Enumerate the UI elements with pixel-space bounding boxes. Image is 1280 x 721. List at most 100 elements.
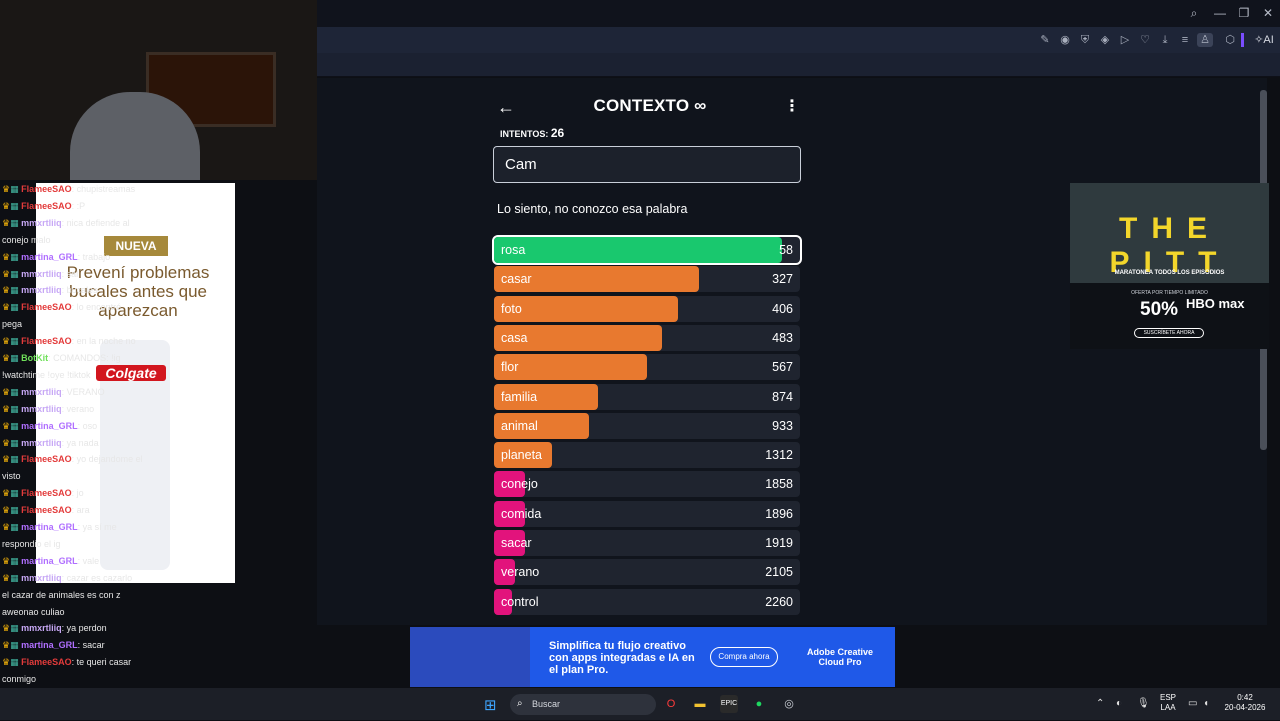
- chat-overlay: ♛▦ FlameeSAO: chupistreamas ♛▦ FlameeSAO:…: [0, 181, 240, 721]
- heart-icon[interactable]: ♡: [1140, 34, 1150, 46]
- sparkle-icon: ✧: [1254, 34, 1264, 46]
- proximity-bar: [494, 559, 516, 586]
- chat-message: el cazar de animales es con z: [2, 587, 232, 603]
- chat-text: el cazar de animales es con z: [2, 589, 121, 600]
- clock[interactable]: 0:42 20-04-2026: [1220, 693, 1270, 713]
- ad-subscribe-button[interactable]: SUSCRÍBETE AHORA: [1134, 328, 1204, 338]
- vpn-icon[interactable]: ◈: [1100, 34, 1110, 46]
- chat-message: conmigo: [2, 671, 232, 687]
- guess-row: flor 567: [494, 354, 800, 381]
- guess-rank: 58: [779, 243, 793, 257]
- guess-row: foto 406: [494, 295, 800, 322]
- ad-buy-button[interactable]: Compra ahora: [710, 647, 778, 667]
- chat-text: te queri casar: [76, 657, 132, 668]
- chat-message: ♛▦ martina_GRL: ya sí me: [2, 522, 117, 532]
- sub-badge-icon: ▦: [10, 572, 22, 583]
- download-icon[interactable]: ⤓: [1162, 34, 1168, 46]
- minimize-icon[interactable]: —: [1214, 6, 1226, 20]
- chat-text: aweonao culiao: [2, 606, 65, 617]
- crown-icon: ♛: [2, 251, 11, 262]
- crown-icon: ♛: [2, 420, 11, 431]
- microphone-icon[interactable]: 🎙: [1137, 698, 1150, 709]
- guess-row: familia 874: [494, 383, 800, 410]
- clock-time: 0:42: [1237, 693, 1253, 702]
- chat-text: lo encontré: [76, 302, 122, 313]
- tray-app-icon[interactable]: ◐: [1116, 698, 1123, 709]
- chat-message: conejo malo: [2, 232, 232, 248]
- windows-start-icon[interactable]: ⊞: [484, 697, 497, 714]
- ai-button[interactable]: ✧AI: [1252, 33, 1276, 47]
- chat-username: mmxrtliiq: [21, 217, 62, 228]
- sub-badge-icon: ▦: [10, 217, 22, 228]
- chat-text: COMANDOS: !ig: [53, 353, 121, 363]
- crown-icon: ♛: [2, 623, 11, 634]
- menu-icon[interactable]: ≡: [1181, 34, 1189, 46]
- guess-word: comida: [501, 506, 542, 521]
- camera-icon[interactable]: ◉: [1060, 34, 1070, 46]
- epic-games-icon[interactable]: EPIC: [720, 695, 738, 713]
- chat-username: FlameeSAO: [21, 505, 72, 516]
- chat-username: mmxrtliiq: [21, 437, 62, 448]
- sub-badge-icon: ▦: [10, 386, 22, 397]
- chat-username: martina_GRL: [21, 640, 78, 651]
- error-message: Lo siento, no conozco esa palabra: [497, 202, 688, 216]
- chat-message: respondio el ig: [2, 536, 232, 552]
- proximity-bar: [494, 471, 525, 498]
- crown-icon: ♛: [2, 302, 11, 313]
- chat-message: aweonao culiao: [2, 604, 232, 620]
- proximity-bar: [494, 442, 553, 469]
- crown-icon: ♛: [2, 555, 11, 566]
- chat-text: yo dejandome el: [76, 454, 143, 465]
- crown-icon: ♛: [2, 572, 11, 583]
- tray-chevron-icon[interactable]: ⌃: [1096, 698, 1105, 709]
- chat-message: ♛▦ FlameeSAO: jo: [2, 488, 84, 499]
- extensions-icon[interactable]: ⬡: [1225, 34, 1235, 46]
- chat-message: ♛▦ FlameeSAO: lo encontré: [2, 302, 122, 313]
- network-icon[interactable]: ▭: [1188, 698, 1198, 709]
- chat-message: ♛▦ mmxrtliiq: VERANO: [2, 386, 105, 397]
- crown-icon: ♛: [2, 285, 11, 296]
- back-button[interactable]: ←: [497, 97, 515, 118]
- guess-word: planeta: [501, 448, 543, 463]
- close-icon[interactable]: ✕: [1262, 6, 1274, 20]
- taskbar-search[interactable]: Buscar: [510, 694, 656, 715]
- volume-icon[interactable]: ◖: [1203, 698, 1210, 709]
- chat-username: FlameeSAO: [21, 302, 72, 313]
- folder-icon[interactable]: ▬: [694, 698, 706, 710]
- chat-username: mmxrtliiq: [21, 623, 62, 634]
- chat-message: ♛▦ mmxrtliiq: sal: [2, 268, 79, 279]
- tries-counter: INTENTOS: 26: [500, 126, 564, 140]
- chat-username: FlameeSAO: [21, 336, 72, 347]
- edit-icon[interactable]: ✎: [1040, 34, 1050, 46]
- play-icon[interactable]: ▷: [1120, 34, 1130, 46]
- chat-message: visto: [2, 468, 232, 484]
- guess-row: casa 483: [494, 324, 800, 351]
- crown-icon: ♛: [2, 217, 11, 228]
- chat-message: ♛▦ BotKit: COMANDOS: !ig: [2, 353, 121, 363]
- guess-word: foto: [501, 301, 522, 316]
- chat-username: BotKit: [21, 353, 49, 363]
- guess-word: sacar: [501, 536, 532, 550]
- kebab-menu-button[interactable]: ⋮: [784, 96, 800, 116]
- guess-row: sacar 1919: [494, 530, 800, 556]
- spotify-icon[interactable]: ●: [755, 698, 763, 710]
- profile-icon[interactable]: ♙: [1197, 33, 1213, 47]
- app-icon[interactable]: ◎: [784, 698, 794, 710]
- chat-username: mmxrtliiq: [21, 386, 62, 397]
- chat-username: FlameeSAO: [21, 488, 72, 499]
- chat-username: mmxrtliiq: [21, 285, 62, 296]
- crown-icon: ♛: [2, 268, 11, 279]
- ad-photo: [1070, 183, 1269, 283]
- guess-rank: 327: [772, 272, 793, 287]
- language-indicator[interactable]: ESP LAA: [1155, 693, 1181, 713]
- guess-word: casa: [501, 330, 528, 345]
- shield-icon[interactable]: ⛨: [1080, 34, 1090, 46]
- search-icon[interactable]: ⌕: [1190, 6, 1198, 20]
- guess-input[interactable]: Cam: [493, 146, 801, 183]
- chat-text: vale: [82, 555, 100, 566]
- proximity-bar: [494, 237, 782, 263]
- crown-icon: ♛: [2, 488, 11, 499]
- proximity-bar: [494, 530, 525, 556]
- opera-icon[interactable]: O: [666, 698, 676, 710]
- restore-icon[interactable]: ❐: [1238, 6, 1250, 20]
